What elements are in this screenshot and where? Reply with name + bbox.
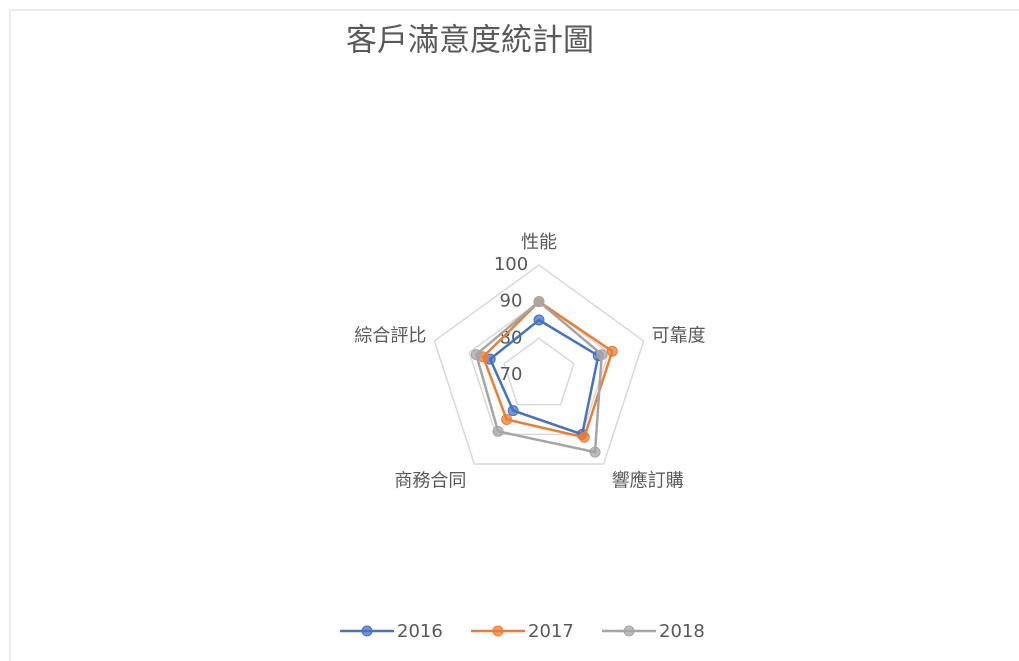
grid-ring <box>468 300 610 436</box>
legend-marker <box>361 625 373 637</box>
r-tick-label: 80 <box>500 327 523 348</box>
series-point <box>596 349 608 361</box>
legend-label: 2016 <box>397 621 443 642</box>
legend-marker <box>492 625 504 637</box>
category-label: 綜合評比 <box>354 326 426 347</box>
grid-ring <box>503 337 575 406</box>
grid-ring <box>433 264 645 465</box>
r-tick-label: 90 <box>500 291 523 312</box>
series-line <box>481 300 614 439</box>
series-point <box>589 446 601 458</box>
r-tick-label: 70 <box>500 364 523 385</box>
series-point <box>578 431 590 443</box>
series-point <box>533 314 545 326</box>
category-label: 可靠度 <box>652 326 706 347</box>
series-line <box>488 318 600 436</box>
series-point <box>470 349 482 361</box>
series-line <box>474 300 604 454</box>
legend-marker <box>623 625 635 637</box>
chart-area <box>9 9 1019 661</box>
series-point <box>501 413 513 425</box>
series-point <box>492 425 504 437</box>
series-point <box>533 296 545 308</box>
category-label: 性能 <box>521 232 557 253</box>
series-point <box>507 405 519 417</box>
chart-title: 客戶滿意度統計圖 <box>346 23 594 59</box>
legend-label: 2018 <box>659 621 705 642</box>
r-tick-label: 100 <box>494 254 528 275</box>
legend-label: 2017 <box>528 621 574 642</box>
series-point <box>606 345 618 357</box>
category-label: 商務合同 <box>394 470 466 491</box>
category-label: 響應訂購 <box>612 469 684 491</box>
